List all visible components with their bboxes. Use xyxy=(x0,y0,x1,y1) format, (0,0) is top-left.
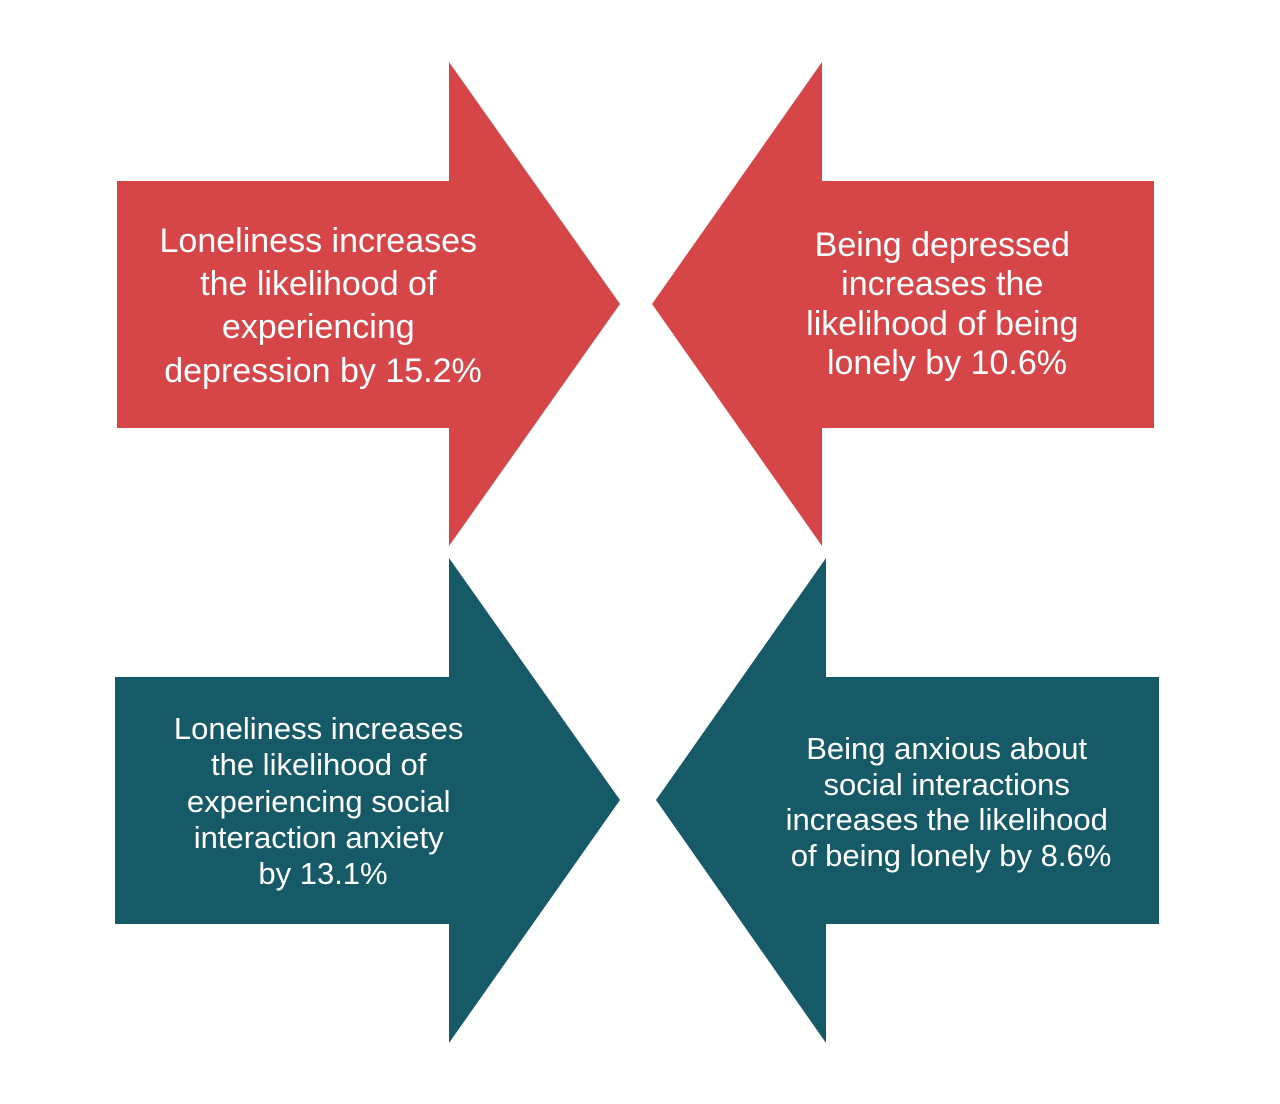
label-line: Being anxious about xyxy=(806,731,1087,766)
label-line: Loneliness increases xyxy=(174,711,464,746)
arrow-shape-loneliness-to-anxiety xyxy=(115,558,620,1043)
label-line: increases the xyxy=(841,265,1043,303)
label-line: interaction anxiety xyxy=(194,820,444,855)
arrow-loneliness-to-depression: Loneliness increases the likelihood of e… xyxy=(117,62,620,546)
label-line: lonely by 10.6% xyxy=(827,344,1067,382)
arrow-anxiety-to-loneliness: Being anxious about social interactions … xyxy=(656,558,1159,1043)
label-line: experiencing social xyxy=(187,784,451,819)
label-line: Being depressed xyxy=(815,226,1070,264)
arrow-depression-to-loneliness: Being depressed increases the likelihood… xyxy=(652,62,1154,546)
label-line: experiencing xyxy=(222,308,415,346)
arrow-label-depression-to-loneliness: Being depressed increases the likelihood… xyxy=(806,226,1088,382)
arrow-loneliness-to-anxiety: Loneliness increases the likelihood of e… xyxy=(115,558,620,1043)
label-line: depression by 15.2% xyxy=(164,352,482,390)
arrow-shape-depression-to-loneliness xyxy=(652,62,1154,546)
label-line: the likelihood of xyxy=(211,747,427,782)
arrow-label-loneliness-to-anxiety: Loneliness increases the likelihood of e… xyxy=(174,711,472,891)
label-line: by 13.1% xyxy=(258,856,387,891)
arrow-shape-anxiety-to-loneliness xyxy=(656,558,1159,1043)
label-line: likelihood of being xyxy=(806,305,1078,343)
label-line: Loneliness increases xyxy=(160,222,478,260)
arrow-shape-loneliness-to-depression xyxy=(117,62,620,546)
label-line: social interactions xyxy=(823,767,1069,802)
label-line: the likelihood of xyxy=(200,265,437,303)
arrow-label-anxiety-to-loneliness: Being anxious about social interactions … xyxy=(786,731,1117,873)
arrow-label-loneliness-to-depression: Loneliness increases the likelihood of e… xyxy=(160,222,487,390)
label-line: increases the likelihood xyxy=(786,802,1108,837)
label-line: of being lonely by 8.6% xyxy=(791,838,1112,873)
